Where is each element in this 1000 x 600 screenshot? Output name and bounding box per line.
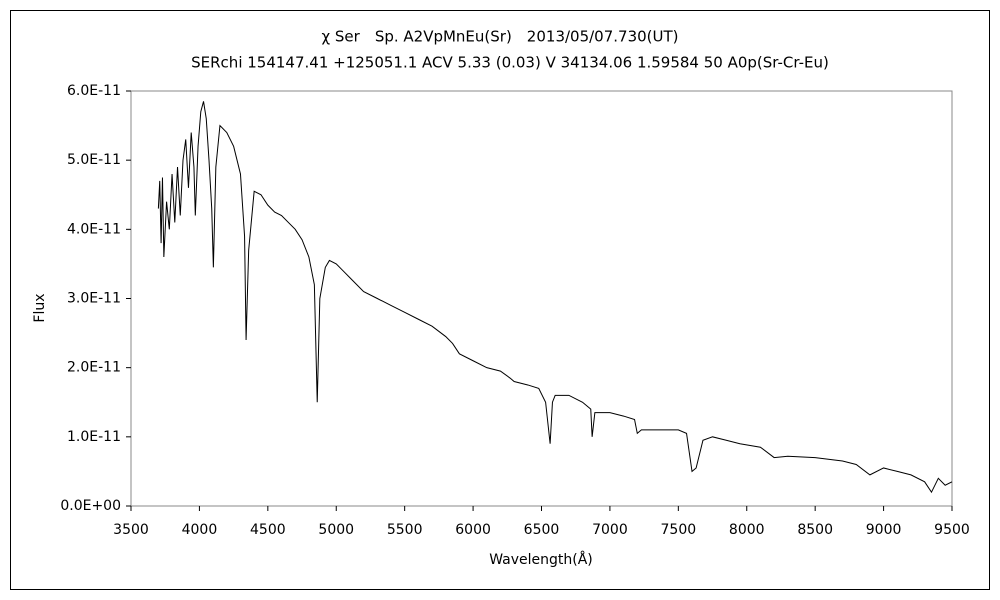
y-tick-label: 4.0E-11 — [67, 221, 121, 237]
spectrum-line — [157, 101, 953, 494]
x-tick-label: 5000 — [318, 522, 354, 538]
x-tick-label: 7000 — [592, 522, 628, 538]
y-tick-label: 0.0E+00 — [60, 498, 121, 514]
y-tick-label: 2.0E-11 — [67, 360, 121, 376]
x-tick-label: 7500 — [661, 522, 697, 538]
chart-subtitle: SERchi 154147.41 +125051.1 ACV 5.33 (0.0… — [191, 54, 829, 72]
x-tick-label: 8500 — [797, 522, 833, 538]
x-tick-label: 3500 — [113, 522, 149, 538]
x-tick-label: 6000 — [455, 522, 491, 538]
x-tick-label: 8000 — [729, 522, 765, 538]
y-tick-label: 6.0E-11 — [67, 83, 121, 99]
x-tick-label: 9000 — [866, 522, 902, 538]
x-tick-label: 4000 — [182, 522, 218, 538]
x-tick-label: 5500 — [387, 522, 423, 538]
x-axis-label: Wavelength(Å) — [489, 551, 593, 568]
x-tick-label: 6500 — [524, 522, 560, 538]
chart-border — [10, 10, 990, 590]
y-axis-label: Flux — [32, 293, 48, 322]
x-tick-label: 4500 — [250, 522, 286, 538]
chart-title: χ Ser Sp. A2VpMnEu(Sr) 2013/05/07.730(UT… — [321, 28, 678, 46]
y-tick-label: 5.0E-11 — [67, 152, 121, 168]
plot-area — [130, 90, 953, 507]
x-tick-label: 9500 — [934, 522, 970, 538]
y-tick-label: 3.0E-11 — [67, 291, 121, 307]
y-tick-label: 1.0E-11 — [67, 429, 121, 445]
